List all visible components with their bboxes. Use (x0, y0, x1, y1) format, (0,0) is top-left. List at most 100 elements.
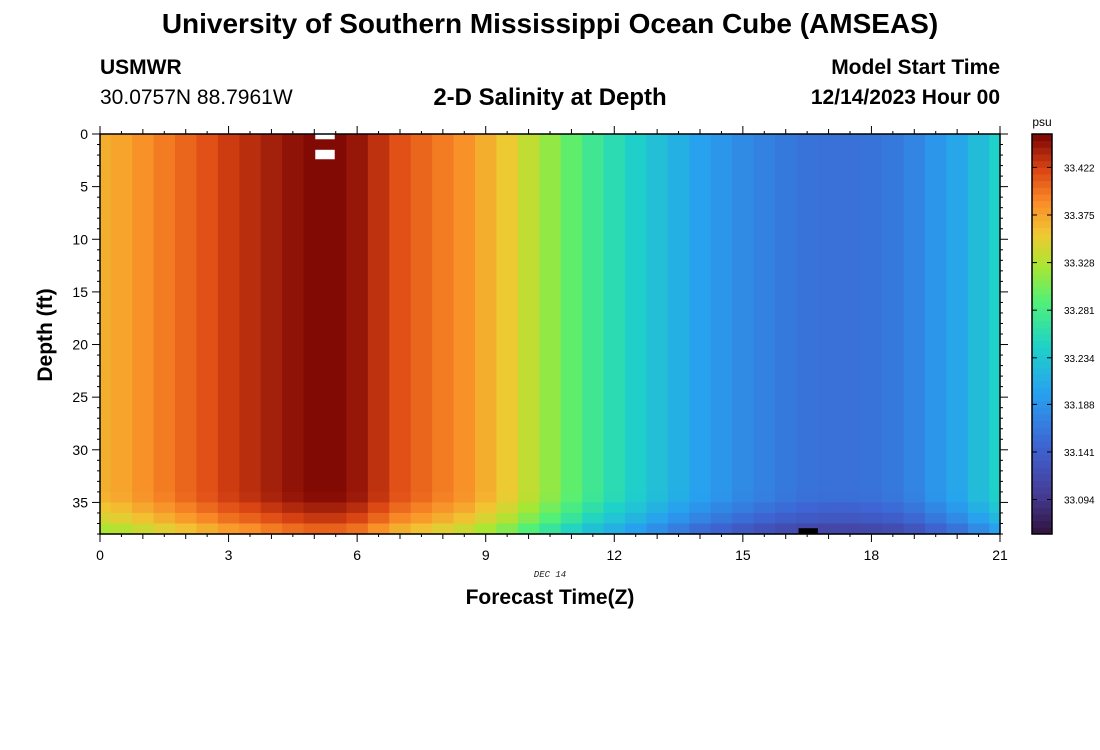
heatmap-cell (882, 523, 905, 535)
heatmap-cell (646, 134, 669, 493)
heatmap-cell (646, 523, 669, 535)
x-tick-label: 12 (606, 547, 622, 563)
colorbar-step (1032, 260, 1052, 268)
heatmap-cell (560, 512, 583, 525)
colorbar-tick-label: 33.375 (1064, 211, 1095, 222)
heatmap-cell (603, 512, 626, 525)
heatmap-cell (325, 502, 348, 514)
colorbar-tick-label: 33.422 (1064, 163, 1095, 174)
colorbar-border (1031, 133, 1053, 535)
heatmap-cell (667, 134, 690, 493)
missing-data-cell (315, 149, 335, 160)
heatmap-cell (582, 491, 605, 504)
heatmap-cell (217, 502, 240, 514)
heatmap-cell (410, 523, 433, 535)
heatmap-cell (753, 523, 776, 535)
colorbar-step (1032, 400, 1052, 408)
heatmap-cell (432, 523, 455, 535)
heatmap-cell (925, 491, 948, 504)
heatmap-cell (496, 491, 519, 504)
heatmap-cell (946, 502, 969, 514)
heatmap-cell (753, 502, 776, 514)
heatmap-cell (100, 491, 112, 504)
colorbar-step (1032, 454, 1052, 462)
heatmap-cell (860, 512, 883, 525)
heatmap-cell (817, 134, 840, 493)
heatmap-cell (989, 512, 1001, 525)
heatmap-cell (475, 523, 498, 535)
heatmap-cell (732, 134, 755, 493)
colorbar-step (1032, 194, 1052, 202)
heatmap-cell (217, 523, 240, 535)
colorbar-step (1032, 307, 1052, 315)
heatmap-cell (839, 523, 862, 535)
heatmap-cell (239, 502, 262, 514)
station-id: USMWR (100, 56, 182, 79)
colorbar-step (1032, 427, 1052, 435)
heatmap-cell (132, 523, 155, 535)
station-coordinates: 30.0757N 88.7961W (100, 86, 293, 109)
heatmap-cell (860, 502, 883, 514)
colorbar-step (1032, 287, 1052, 295)
heatmap-cell (625, 512, 648, 525)
heatmap-cell (496, 502, 519, 514)
colorbar-step (1032, 527, 1052, 535)
heatmap-cell (410, 512, 433, 525)
heatmap-cell (603, 491, 626, 504)
heatmap-cell (367, 523, 390, 535)
heatmap-cell (303, 512, 326, 525)
y-tick-label: 35 (72, 494, 88, 510)
heatmap-cells (100, 134, 1001, 535)
colorbar-step (1032, 220, 1052, 228)
heatmap-cell (967, 491, 990, 504)
y-tick-label: 0 (80, 126, 88, 142)
heatmap-cell (303, 523, 326, 535)
colorbar-step (1032, 267, 1052, 275)
heatmap-cell (817, 502, 840, 514)
heatmap-cell (239, 491, 262, 504)
heatmap-cell (946, 523, 969, 535)
colorbar-step (1032, 254, 1052, 262)
heatmap-cell (325, 512, 348, 525)
y-tick-label: 10 (72, 231, 88, 247)
heatmap-cell (903, 512, 926, 525)
heatmap-cell (903, 491, 926, 504)
x-axis-label: Forecast Time(Z) (466, 586, 635, 609)
heatmap-cell (389, 502, 412, 514)
heatmap-cell (110, 512, 133, 525)
heatmap-cell (967, 512, 990, 525)
heatmap-cell (153, 502, 176, 514)
heatmap-cell (860, 491, 883, 504)
page-title: University of Southern Mississippi Ocean… (161, 8, 939, 39)
heatmap-cell (732, 523, 755, 535)
heatmap-cell (239, 134, 262, 493)
heatmap-cell (153, 512, 176, 525)
heatmap-cell (389, 523, 412, 535)
heatmap-cell (410, 502, 433, 514)
heatmap-cell (260, 512, 283, 525)
colorbar-step (1032, 500, 1052, 508)
heatmap-cell (817, 491, 840, 504)
heatmap-cell (496, 523, 519, 535)
colorbar-step (1032, 480, 1052, 488)
heatmap-cell (882, 134, 905, 493)
heatmap-cell (903, 502, 926, 514)
heatmap-cell (453, 134, 476, 493)
heatmap-cell (153, 523, 176, 535)
heatmap-cell (432, 134, 455, 493)
heatmap-cell (839, 512, 862, 525)
colorbar-step (1032, 494, 1052, 502)
model-start-label: Model Start Time (831, 56, 1000, 79)
heatmap-cell (196, 512, 219, 525)
heatmap-cell (346, 134, 369, 493)
colorbar-tick-label: 33.094 (1064, 496, 1095, 507)
heatmap-cell (603, 134, 626, 493)
heatmap-cell (989, 502, 1001, 514)
heatmap-cell (132, 512, 155, 525)
colorbar-tick-label: 33.141 (1064, 448, 1095, 459)
heatmap-cell (100, 134, 112, 493)
colorbar-step (1032, 147, 1052, 155)
heatmap-cell (175, 134, 198, 493)
heatmap-cell (946, 134, 969, 493)
